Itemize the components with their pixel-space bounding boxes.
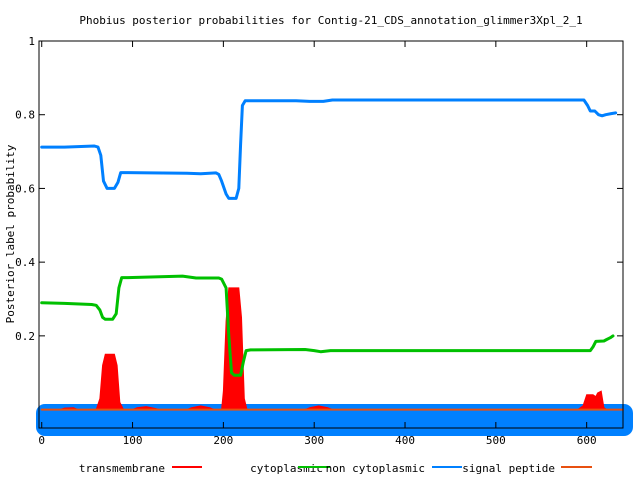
y-tick-label-1: 1 [28, 35, 35, 48]
x-tick-label-400: 400 [395, 434, 415, 447]
y-axis-label: Posterior label probability [4, 144, 17, 323]
x-tick-label-300: 300 [304, 434, 324, 447]
plot-frame [38, 40, 624, 429]
y-tick-label-0.6: 0.6 [15, 182, 35, 195]
legend-label-signal-peptide: signal peptide [462, 462, 555, 475]
legend-label-transmembrane: transmembrane [79, 462, 165, 475]
series-line-non-cytoplasmic [40, 98, 618, 200]
series-line-cytoplasmic [40, 274, 615, 377]
axes: 0 100 200 300 400 500 600 1 0.8 0.6 0.4 0.2 [15, 35, 624, 447]
plot-area [36, 98, 633, 436]
legend-label-cytoplasmic: cytoplasmic [250, 462, 323, 475]
y-tick-label-0.4: 0.4 [15, 256, 35, 269]
x-tick-label-600: 600 [577, 434, 597, 447]
y-tick-label-0.8: 0.8 [15, 109, 35, 122]
y-tick-label-0.2: 0.2 [15, 330, 35, 343]
legend-label-non-cytoplasmic: non cytoplasmic [326, 462, 425, 475]
series-area-transmembrane [41, 287, 623, 411]
x-tick-label-200: 200 [213, 434, 233, 447]
x-tick-label-0: 0 [38, 434, 45, 447]
x-tick-label-100: 100 [123, 434, 143, 447]
legend: transmembrane cytoplasmic non cytoplasmic s… [79, 462, 592, 475]
chart-title: Phobius posterior probabilities for Cont… [79, 14, 582, 27]
x-tick-label-500: 500 [486, 434, 506, 447]
